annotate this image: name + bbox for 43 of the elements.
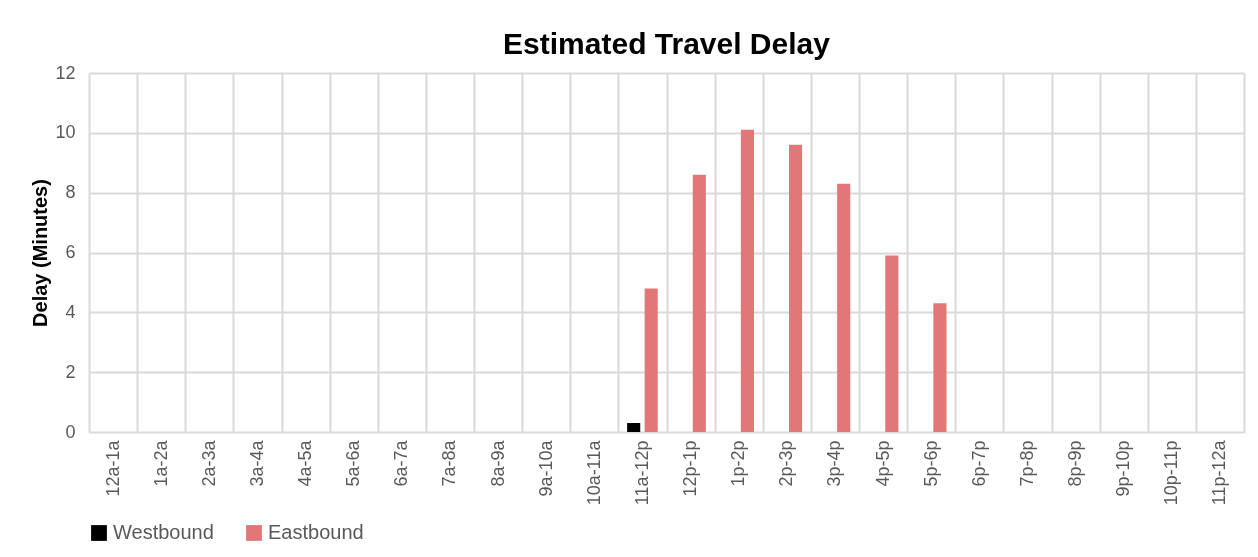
x-tick-label: 6p-7p: [968, 440, 989, 487]
x-tick-label: 3p-4p: [824, 440, 845, 487]
x-tick-label: 11a-12p: [631, 440, 652, 506]
x-tick-label: 5p-6p: [920, 440, 941, 487]
legend-label: Westbound: [113, 521, 214, 543]
y-tick-label: 2: [65, 361, 76, 382]
x-tick-label: 9a-10a: [535, 439, 556, 497]
x-tick-label: 12p-1p: [680, 440, 701, 497]
x-tick-label: 7p-8p: [1016, 440, 1037, 487]
x-tick-label: 9p-10p: [1113, 440, 1134, 497]
bar: [692, 174, 706, 432]
y-tick-label: 6: [65, 242, 76, 262]
x-tick-label: 6a-7a: [391, 439, 412, 487]
x-tick-label: 7a-8a: [439, 439, 460, 487]
y-tick-label: 12: [55, 62, 76, 83]
x-tick-label: 3a-4a: [246, 439, 267, 487]
x-tick-label: 5a-6a: [343, 439, 364, 487]
x-tick-label: 10p-11p: [1161, 440, 1182, 506]
y-tick-label: 8: [65, 182, 76, 203]
x-tick-label: 2a-3a: [198, 439, 219, 487]
y-tick-label: 10: [55, 122, 76, 143]
y-axis-title: Delay (Minutes): [29, 179, 52, 327]
x-tick-label: 8p-9p: [1065, 440, 1086, 487]
x-tick-label: 11p-12a: [1209, 439, 1230, 506]
chart-title: Estimated Travel Delay: [503, 27, 831, 60]
x-tick-label: 1a-2a: [150, 439, 171, 487]
y-tick-label: 0: [65, 421, 76, 442]
bar: [644, 288, 658, 432]
x-tick-label: 12a-1a: [102, 439, 123, 497]
bar: [789, 144, 803, 432]
bar: [740, 129, 754, 432]
x-tick-label: 8a-9a: [487, 439, 508, 487]
bar: [627, 423, 641, 432]
x-tick-label: 1p-2p: [728, 440, 749, 487]
legend-label: Eastbound: [268, 521, 364, 543]
x-tick-label: 4a-5a: [295, 439, 316, 487]
x-tick-label: 10a-11a: [583, 439, 604, 506]
bar: [933, 303, 947, 432]
x-tick-label: 2p-3p: [776, 440, 797, 487]
y-tick-label: 4: [65, 301, 76, 322]
bar: [885, 255, 899, 432]
x-tick-label: 4p-5p: [872, 440, 893, 487]
bar: [837, 183, 851, 432]
